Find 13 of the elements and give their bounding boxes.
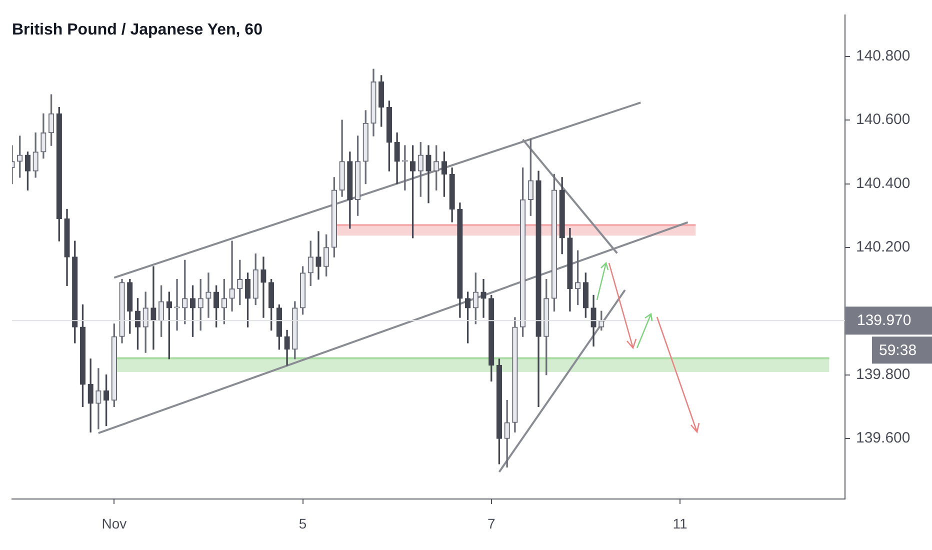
y-tick-label: 139.800 — [856, 366, 910, 383]
ref-line-label: 139.970 — [857, 312, 912, 329]
x-tick-label: 7 — [487, 515, 496, 532]
y-tick-label: 140.200 — [856, 238, 910, 256]
text: 59:38 — [879, 342, 917, 359]
y-tick-label: 139.600 — [856, 430, 910, 447]
x-tick-label: 11 — [672, 515, 688, 532]
x-tick-label: Nov — [102, 515, 127, 532]
chart-title: British Pound / Japanese Yen, 60 — [12, 21, 263, 38]
y-tick-label: 140.600 — [856, 111, 910, 128]
x-tick-label: 5 — [298, 515, 307, 532]
y-tick-label: 140.400 — [856, 174, 910, 192]
y-tick-label: 140.800 — [856, 48, 910, 65]
